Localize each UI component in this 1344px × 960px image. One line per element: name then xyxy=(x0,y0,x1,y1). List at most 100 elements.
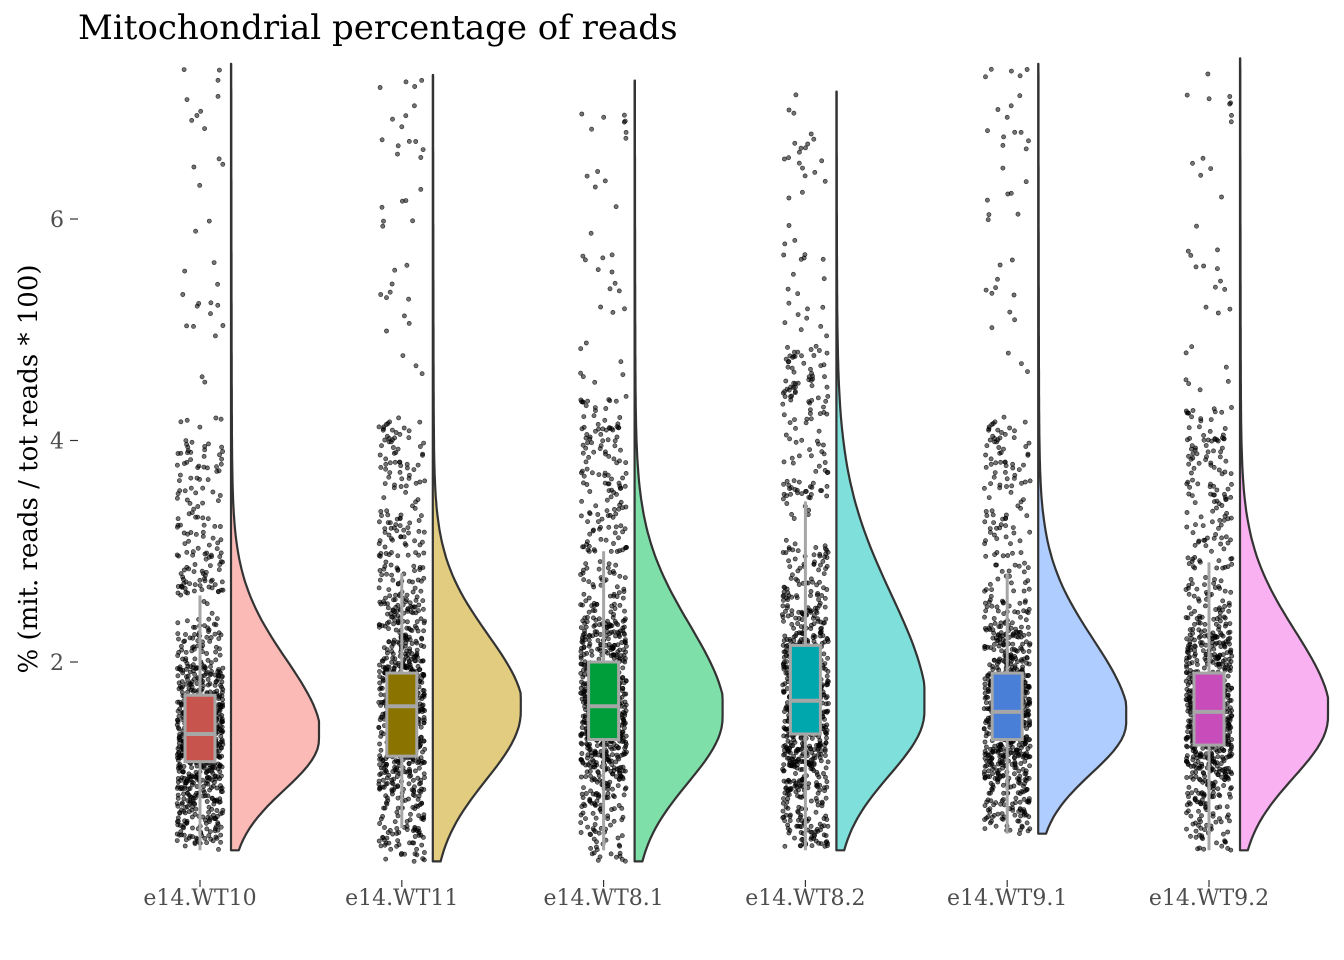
data-point xyxy=(1008,489,1014,495)
data-point xyxy=(612,530,618,536)
data-point xyxy=(598,537,604,542)
data-point xyxy=(988,461,994,467)
data-point xyxy=(987,437,993,443)
data-point xyxy=(393,758,399,763)
data-point xyxy=(799,837,805,843)
data-point xyxy=(178,450,184,456)
data-point xyxy=(598,431,604,437)
data-point xyxy=(787,828,793,833)
data-point xyxy=(418,755,424,760)
data-point xyxy=(793,92,799,98)
data-point xyxy=(379,513,384,518)
data-point xyxy=(202,578,208,584)
data-point xyxy=(393,592,398,598)
data-point xyxy=(615,835,621,841)
data-point xyxy=(821,571,827,576)
data-point xyxy=(386,587,392,592)
data-point xyxy=(188,475,194,481)
data-point xyxy=(984,513,990,518)
data-point xyxy=(783,706,789,711)
data-point xyxy=(603,537,609,543)
data-point xyxy=(583,340,589,346)
data-point xyxy=(216,847,221,852)
data-point xyxy=(797,639,803,645)
data-point xyxy=(985,128,990,134)
data-point xyxy=(1027,754,1033,760)
data-point xyxy=(621,631,627,636)
data-point xyxy=(798,734,804,740)
data-point xyxy=(795,291,801,297)
data-point xyxy=(596,519,601,524)
data-point xyxy=(385,605,391,611)
data-point xyxy=(1026,661,1032,667)
data-point xyxy=(410,589,416,595)
data-point xyxy=(176,713,182,719)
data-point xyxy=(390,655,396,661)
data-point xyxy=(213,834,219,840)
data-point xyxy=(1186,491,1192,497)
data-point xyxy=(817,551,823,557)
data-point xyxy=(419,78,425,83)
data-point xyxy=(1012,755,1017,760)
data-point xyxy=(799,617,805,622)
data-point xyxy=(585,440,590,446)
data-point xyxy=(219,679,225,685)
data-point xyxy=(395,553,401,559)
data-point xyxy=(186,511,192,517)
data-point xyxy=(383,793,389,799)
data-point xyxy=(797,843,803,848)
data-point xyxy=(815,802,821,808)
data-point xyxy=(187,682,193,687)
data-point xyxy=(206,768,212,774)
data-point xyxy=(195,545,201,551)
data-point xyxy=(581,473,587,479)
data-point xyxy=(816,567,821,573)
data-point xyxy=(783,608,788,614)
data-point xyxy=(600,438,606,444)
data-point xyxy=(578,625,584,630)
data-point xyxy=(421,550,427,556)
data-point xyxy=(581,480,586,486)
data-point xyxy=(421,620,427,626)
data-point xyxy=(1227,635,1233,641)
data-point xyxy=(821,451,827,457)
data-point xyxy=(992,642,997,647)
data-point xyxy=(415,462,421,468)
data-point xyxy=(389,788,395,794)
data-point xyxy=(382,563,388,569)
data-point xyxy=(786,387,792,393)
data-point xyxy=(412,623,418,629)
data-point xyxy=(388,846,394,852)
data-point xyxy=(377,669,382,674)
data-point xyxy=(1186,605,1192,611)
data-point xyxy=(995,811,1001,817)
data-point xyxy=(1003,523,1008,529)
data-point xyxy=(799,777,805,783)
data-point xyxy=(218,832,224,838)
data-point xyxy=(781,733,787,739)
data-point xyxy=(825,678,831,684)
data-point xyxy=(806,399,812,405)
data-point xyxy=(623,135,629,141)
data-point xyxy=(402,769,408,775)
data-point xyxy=(377,762,382,767)
data-point xyxy=(420,606,426,612)
data-point xyxy=(1026,814,1032,820)
data-point xyxy=(623,720,628,726)
data-point xyxy=(791,353,797,359)
data-point xyxy=(620,595,626,601)
data-point xyxy=(588,750,594,755)
data-point xyxy=(180,292,186,297)
data-point xyxy=(201,765,207,771)
data-point xyxy=(215,281,220,287)
data-point xyxy=(578,655,584,661)
data-point xyxy=(1025,565,1031,571)
data-point xyxy=(406,781,412,787)
data-point xyxy=(821,276,827,282)
data-point xyxy=(380,835,386,841)
data-point xyxy=(801,360,807,366)
data-point xyxy=(419,816,425,821)
data-point xyxy=(207,689,213,695)
data-point xyxy=(189,439,195,445)
data-point xyxy=(608,494,614,500)
